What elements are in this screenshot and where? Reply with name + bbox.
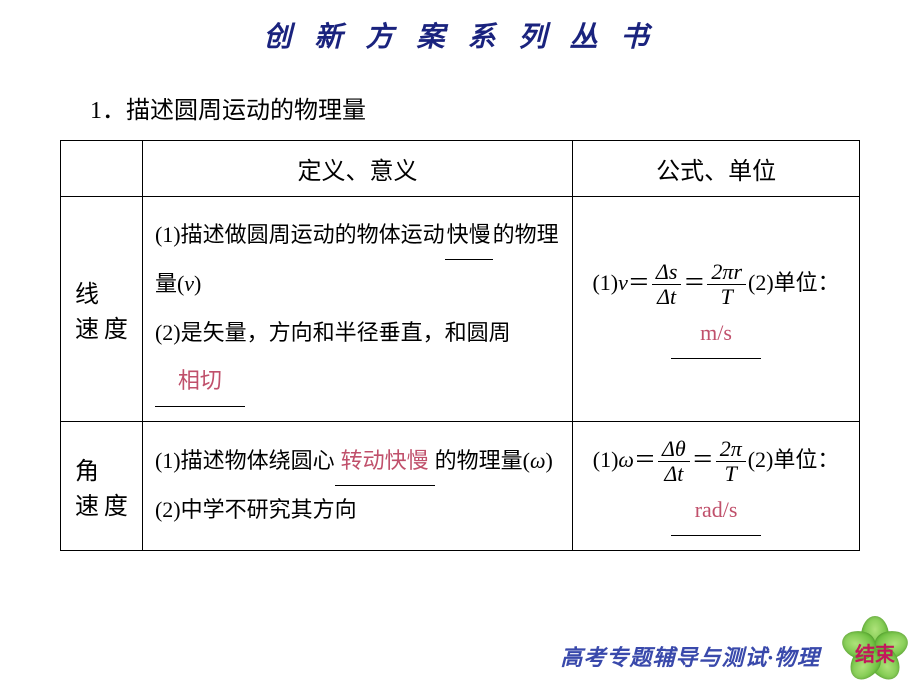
- equals: ＝: [628, 270, 650, 295]
- variable-v: v: [184, 271, 194, 296]
- answer-unit-ms: m/s: [700, 320, 732, 345]
- row-label-angular-velocity: 角 速度: [61, 421, 143, 550]
- fraction: ΔsΔt: [652, 260, 681, 309]
- formula-prefix: (1): [593, 447, 619, 472]
- equals: ＝: [692, 447, 714, 472]
- formula-suffix: (2)单位：: [748, 270, 840, 295]
- header-definition: 定义、意义: [142, 141, 572, 197]
- variable-omega: ω: [530, 448, 546, 473]
- answer-rotation-speed: 转动快慢: [341, 448, 429, 473]
- variable-omega: ω: [618, 447, 634, 472]
- underline-text: 快慢: [445, 211, 493, 260]
- table-row: 线 速度 (1)描述做圆周运动的物体运动快慢的物理量(v) (2)是矢量，方向和…: [61, 197, 860, 422]
- fraction: 2πrT: [707, 260, 746, 309]
- definition-cell: (1)描述物体绕圆心转动快慢的物理量(ω) (2)中学不研究其方向: [142, 421, 572, 550]
- fraction: ΔθΔt: [658, 437, 690, 486]
- header-empty: [61, 141, 143, 197]
- def-text: 的物理量(: [435, 448, 530, 473]
- formula-cell: (1)v＝ΔsΔt＝2πrT(2)单位：m/s: [573, 197, 860, 422]
- physics-table: 定义、意义 公式、单位 线 速度 (1)描述做圆周运动的物体运动快慢的物理量(v…: [60, 140, 860, 551]
- answer-tangent: 相切: [178, 368, 222, 393]
- fill-blank: 转动快慢: [335, 437, 435, 486]
- definition-cell: (1)描述做圆周运动的物体运动快慢的物理量(v) (2)是矢量，方向和半径垂直，…: [142, 197, 572, 422]
- formula-prefix: (1): [592, 270, 618, 295]
- def-text: (2)是矢量，方向和半径垂直，和圆周: [155, 320, 511, 345]
- formula-suffix: (2)单位：: [748, 447, 840, 472]
- table-header-row: 定义、意义 公式、单位: [61, 141, 860, 197]
- answer-unit-rads: rad/s: [695, 497, 738, 522]
- section-heading: 1．描述圆周运动的物理量: [90, 90, 920, 125]
- end-badge-label: 结束: [842, 638, 908, 667]
- def-text: (1)描述物体绕圆心: [155, 448, 335, 473]
- fill-blank: m/s: [671, 309, 761, 358]
- footer-text: 高考专题辅导与测试·物理: [560, 640, 820, 672]
- page-title: 创 新 方 案 系 列 丛 书: [0, 0, 920, 55]
- equals: ＝: [634, 447, 656, 472]
- equals: ＝: [683, 270, 705, 295]
- def-text: (2)中学不研究其方向: [155, 497, 357, 522]
- fill-blank: rad/s: [671, 486, 761, 535]
- def-text: (1)描述做圆周运动的物体运动: [155, 222, 445, 247]
- formula-cell: (1)ω＝ΔθΔt＝2πT(2)单位：rad/s: [573, 421, 860, 550]
- fraction: 2πT: [716, 437, 746, 486]
- fill-blank: 相切: [155, 357, 245, 406]
- header-formula: 公式、单位: [573, 141, 860, 197]
- table-row: 角 速度 (1)描述物体绕圆心转动快慢的物理量(ω) (2)中学不研究其方向 (…: [61, 421, 860, 550]
- variable-v: v: [618, 270, 628, 295]
- end-badge[interactable]: 结束: [842, 616, 908, 682]
- def-text: ): [194, 271, 201, 296]
- row-label-linear-velocity: 线 速度: [61, 197, 143, 422]
- def-text: ): [545, 448, 552, 473]
